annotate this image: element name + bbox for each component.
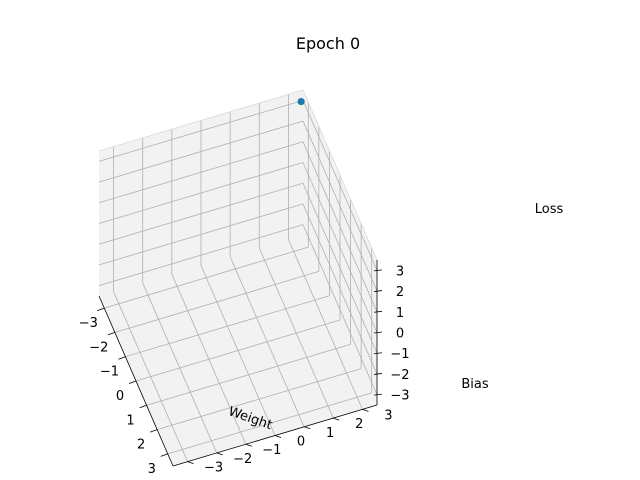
z-gridline — [98, 162, 304, 224]
z-tick — [373, 310, 383, 313]
z-gridline — [98, 141, 304, 204]
z-tick-label: 2 — [396, 285, 404, 300]
z-tick — [373, 373, 383, 375]
x-tick — [128, 380, 137, 384]
y-tick-label: −3 — [204, 461, 223, 476]
x-tick-label: 1 — [126, 413, 134, 428]
y-tick — [216, 452, 223, 456]
y-tick — [187, 461, 194, 465]
y-tick — [274, 435, 282, 438]
pane-edge — [98, 89, 304, 152]
data-points — [297, 97, 305, 106]
z-gridline — [98, 120, 304, 183]
tick-marks — [97, 269, 383, 465]
y-gridline — [200, 265, 276, 436]
z-tick-label: −3 — [390, 389, 409, 404]
x-tick-label: 0 — [116, 389, 124, 404]
x-gridline — [146, 343, 351, 406]
z-tick-label: 0 — [396, 327, 404, 342]
x-tick — [107, 332, 115, 336]
y-axis-label: Bias — [461, 377, 488, 392]
x-tick — [118, 356, 126, 360]
y-tick-label: 0 — [297, 435, 305, 450]
z-tick-label: 3 — [396, 264, 404, 279]
y-tick — [304, 426, 311, 430]
z-tick — [373, 269, 383, 272]
y-gridline — [258, 247, 334, 419]
y-tick-label: 3 — [384, 408, 392, 423]
x-gridline — [167, 392, 372, 455]
z-tick — [373, 331, 383, 334]
z-gridline — [302, 162, 378, 333]
z-axis-label: Loss — [535, 202, 564, 217]
x-tick-label: 2 — [137, 438, 145, 453]
y-tick — [362, 408, 369, 412]
y-gridline — [229, 256, 305, 427]
y-tick — [245, 443, 252, 447]
z-tick — [373, 352, 383, 355]
y-tick-label: 1 — [326, 426, 334, 441]
z-tick-label: 1 — [396, 306, 404, 321]
y-tick — [333, 417, 340, 421]
z-gridline — [302, 100, 378, 271]
chart-title: Epoch 0 — [296, 34, 360, 53]
data-point — [297, 97, 305, 106]
x-tick — [97, 307, 105, 312]
z-gridline — [302, 120, 378, 292]
z-gridline — [302, 141, 378, 312]
z-tick — [373, 393, 383, 396]
y-tick-label: 2 — [355, 417, 363, 432]
x-tick-label: −2 — [89, 340, 108, 355]
x-gridline — [157, 368, 362, 430]
grid-lines — [98, 94, 378, 462]
x-tick — [150, 429, 158, 433]
axis-lines — [98, 89, 378, 467]
y-tick-label: −2 — [233, 452, 252, 467]
x-tick-label: 3 — [148, 462, 156, 477]
z-tick-label: −1 — [390, 347, 409, 362]
z-gridline — [98, 99, 304, 162]
x-tick — [160, 453, 168, 457]
x-tick — [139, 404, 147, 409]
x-tick-label: −1 — [100, 365, 119, 380]
y-gridline — [288, 239, 363, 410]
z-tick — [373, 290, 383, 292]
z-tick-label: −2 — [390, 368, 409, 383]
pane-edge — [302, 89, 378, 261]
x-tick-label: −3 — [79, 316, 98, 331]
y-tick-label: −1 — [262, 443, 281, 458]
